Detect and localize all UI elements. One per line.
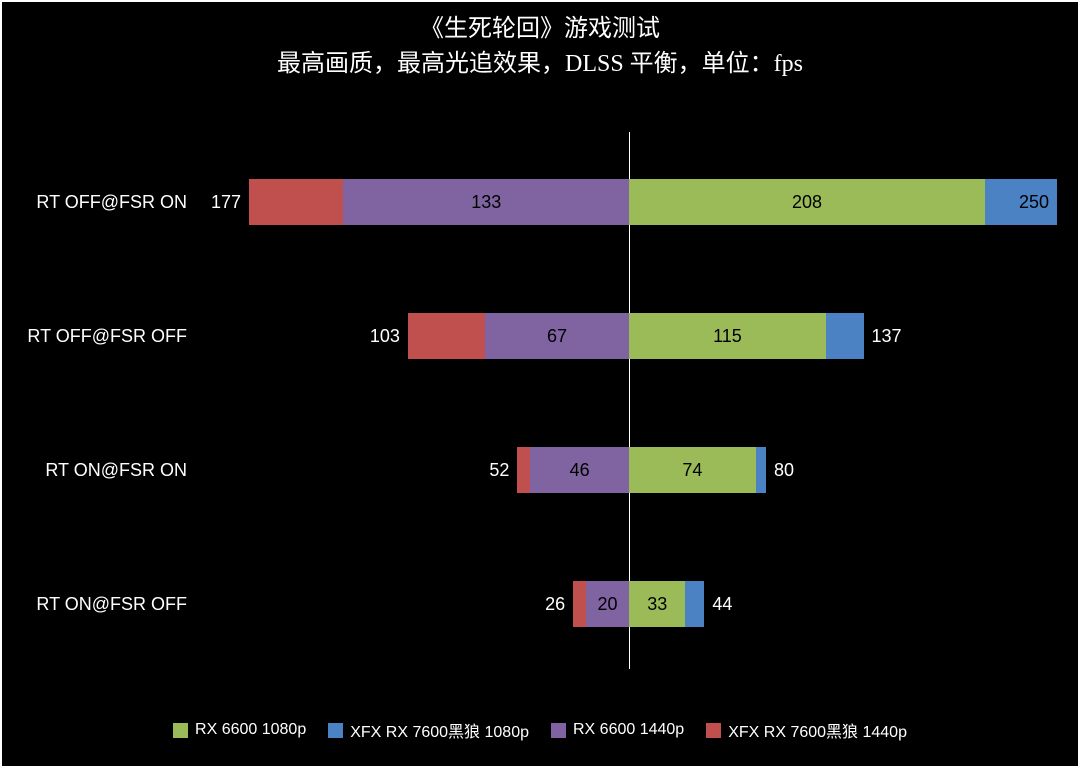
- value-label-right: 250: [1018, 192, 1049, 212]
- bar-xfx-rx7600-1080p: [985, 179, 1057, 225]
- bar-rx6600-1080p: 115: [629, 313, 826, 359]
- legend-label: RX 6600 1080p: [195, 721, 307, 738]
- value-label-right: 137: [871, 326, 902, 346]
- bar-xfx-rx7600-1080p: [825, 313, 864, 359]
- bar-xfx-rx7600-1440p: [573, 581, 587, 627]
- bar-xfx-rx7600-1440p: [249, 179, 344, 225]
- legend-item: RX 6600 1440p: [551, 721, 684, 739]
- value-label-left: 52: [489, 460, 510, 480]
- legend-label: XFX RX 7600黑狼 1080p: [350, 724, 529, 741]
- legend: RX 6600 1080p XFX RX 7600黑狼 1080p RX 6600 …: [2, 718, 1078, 742]
- chart-subtitle: 最高画质，最高光追效果，DLSS 平衡，单位：fps: [276, 51, 804, 77]
- category-label: RT OFF@FSR ON: [36, 192, 187, 212]
- category-label: RT ON@FSR ON: [45, 460, 187, 480]
- value-label-left: 26: [545, 594, 566, 614]
- legend-swatch: [328, 722, 344, 738]
- bar-rx6600-1080p: 208: [629, 179, 986, 225]
- bar-rx6600-1440p: 20: [586, 581, 629, 627]
- bar-rx6600-1440p: 46: [530, 447, 629, 493]
- value-label-right: 80: [773, 460, 794, 480]
- chart-title: 《生死轮回》游戏测试: [420, 16, 660, 42]
- bar-rx6600-1080p: 33: [629, 581, 686, 627]
- bar-rx6600-1080p: 74: [629, 447, 756, 493]
- legend-item: XFX RX 7600黑狼 1440p: [706, 718, 907, 742]
- chart-title-block: 《生死轮回》游戏测试 最高画质，最高光追效果，DLSS 平衡，单位：fps: [2, 12, 1078, 82]
- legend-item: XFX RX 7600黑狼 1080p: [328, 718, 529, 742]
- bar-xfx-rx7600-1440p: [517, 447, 531, 493]
- bar-rx6600-1440p: 67: [485, 313, 629, 359]
- legend-swatch: [173, 722, 189, 738]
- legend-item: RX 6600 1080p: [173, 721, 306, 739]
- axis-center-line: [629, 132, 630, 669]
- legend-label: RX 6600 1440p: [573, 721, 685, 738]
- bar-xfx-rx7600-1440p: [407, 313, 486, 359]
- bar-xfx-rx7600-1080p: [685, 581, 705, 627]
- legend-swatch: [706, 722, 722, 738]
- legend-swatch: [551, 722, 566, 738]
- legend-label: XFX RX 7600黑狼 1440p: [728, 724, 907, 741]
- value-label-right: 44: [712, 594, 733, 614]
- value-label-left: 103: [369, 326, 400, 346]
- value-label-left: 177: [210, 192, 241, 212]
- bar-rx6600-1440p: 133: [343, 179, 629, 225]
- category-label: RT OFF@FSR OFF: [27, 326, 187, 346]
- category-label: RT ON@FSR OFF: [36, 594, 187, 614]
- bar-xfx-rx7600-1080p: [755, 447, 766, 493]
